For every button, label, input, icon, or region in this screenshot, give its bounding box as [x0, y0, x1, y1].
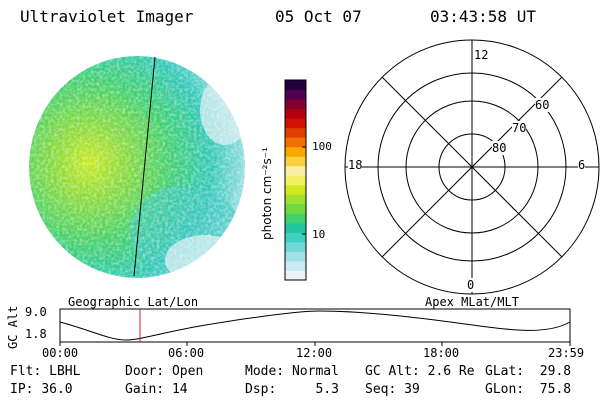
status-gain: Gain: 14 [125, 382, 188, 397]
mlt-label-12: 12 [474, 48, 489, 62]
status-mode: Mode: Normal [245, 364, 339, 379]
colorbar-cell [285, 222, 306, 233]
mlt-label-6: 6 [578, 158, 586, 172]
status-gc-alt: GC Alt: 2.6 Re [365, 364, 475, 379]
lat-label-80: 80 [492, 141, 507, 155]
status-ip: IP: 36.0 [10, 382, 73, 397]
colorbar-tick-100: 100 [312, 140, 332, 153]
status-door: Door: Open [125, 364, 204, 379]
timeline-xtick-0600: 06:00 [168, 346, 205, 360]
colorbar-cell [285, 241, 306, 252]
colorbar-cell [285, 203, 306, 214]
colorbar-cell [285, 99, 306, 110]
colorbar-tick-10: 10 [312, 228, 326, 241]
date-label: 05 Oct 07 [275, 7, 362, 26]
colorbar-cell [285, 127, 306, 138]
altitude-curve [59, 310, 571, 341]
colorbar-cell [285, 108, 306, 119]
timeline-xtick-0000: 00:00 [42, 346, 79, 360]
colorbar-cell [285, 194, 306, 205]
colorbar-cell [285, 156, 306, 167]
timeline-xtick-1800: 18:00 [423, 346, 460, 360]
terminator-line [133, 56, 156, 277]
timeline-xtick-1200: 12:00 [296, 346, 333, 360]
status-dsp: Dsp: 5.3 [245, 382, 339, 397]
colorbar-cell [285, 251, 306, 262]
colorbar-cell [285, 260, 306, 271]
timeline-xtick-2359: 23:59 [548, 346, 585, 360]
time-label: 03:43:58 UT [430, 7, 536, 26]
lat-label-60: 60 [535, 98, 550, 112]
colorbar-cell [285, 165, 306, 176]
mlt-label-18: 18 [348, 158, 363, 172]
colorbar-cell [285, 80, 306, 91]
status-flt: Flt: LBHL [10, 364, 81, 379]
timeline-left-caption: Geographic Lat/Lon [68, 295, 199, 309]
colorbar-cell [285, 89, 306, 100]
status-seq: Seq: 39 [365, 382, 420, 397]
colorbar-cell [285, 270, 306, 281]
colorbar-cell [285, 213, 306, 224]
timeline-ytick-1-8: 1.8 [25, 327, 47, 341]
timeline-right-caption: Apex MLat/MLT [425, 295, 519, 309]
lat-label-70: 70 [512, 121, 527, 135]
colorbar-cell [285, 146, 306, 157]
mlt-label-0: 0 [467, 278, 475, 292]
status-glon: GLon: 75.8 [485, 382, 572, 397]
timeline-ytick-9: 9.0 [25, 305, 47, 319]
colorbar-cell [285, 175, 306, 186]
timeline-axis-label: GC Alt [6, 305, 20, 349]
colorbar-cell [285, 118, 306, 129]
colorbar-cell [285, 232, 306, 243]
colorbar-cell [285, 137, 306, 148]
status-glat: GLat: 29.8 [485, 364, 572, 379]
instrument-title: Ultraviolet Imager [20, 7, 194, 26]
colorbar-cell [285, 184, 306, 195]
